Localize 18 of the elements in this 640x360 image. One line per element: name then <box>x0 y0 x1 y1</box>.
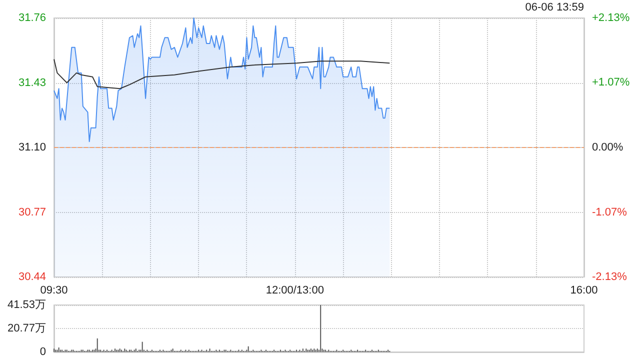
y-tick-label: 31.76 <box>18 12 46 24</box>
y2-tick-label: +2.13% <box>592 12 630 24</box>
x-tick-label: 09:30 <box>40 284 68 296</box>
y-tick-label: 30.44 <box>18 271 46 283</box>
x-tick-label: 16:00 <box>570 284 598 296</box>
y2-tick-label: -1.07% <box>592 206 628 219</box>
y-tick-label: 31.10 <box>18 142 46 154</box>
y-tick-label: 20.77万 <box>7 322 46 334</box>
line-series <box>54 58 390 90</box>
x-tick-label: 12:00/13:00 <box>266 284 324 296</box>
y-tick-label: 0 <box>40 346 46 358</box>
y-tick-label: 30.77 <box>18 206 46 218</box>
y2-tick-label: 0.00% <box>592 142 624 154</box>
text: 06-06 13:59 <box>525 2 584 14</box>
y-tick-label: 41.53万 <box>7 299 46 311</box>
y2-tick-label: +1.07% <box>592 76 630 88</box>
y2-tick-label: -2.13% <box>592 271 628 283</box>
y-tick-label: 31.43 <box>18 76 46 89</box>
